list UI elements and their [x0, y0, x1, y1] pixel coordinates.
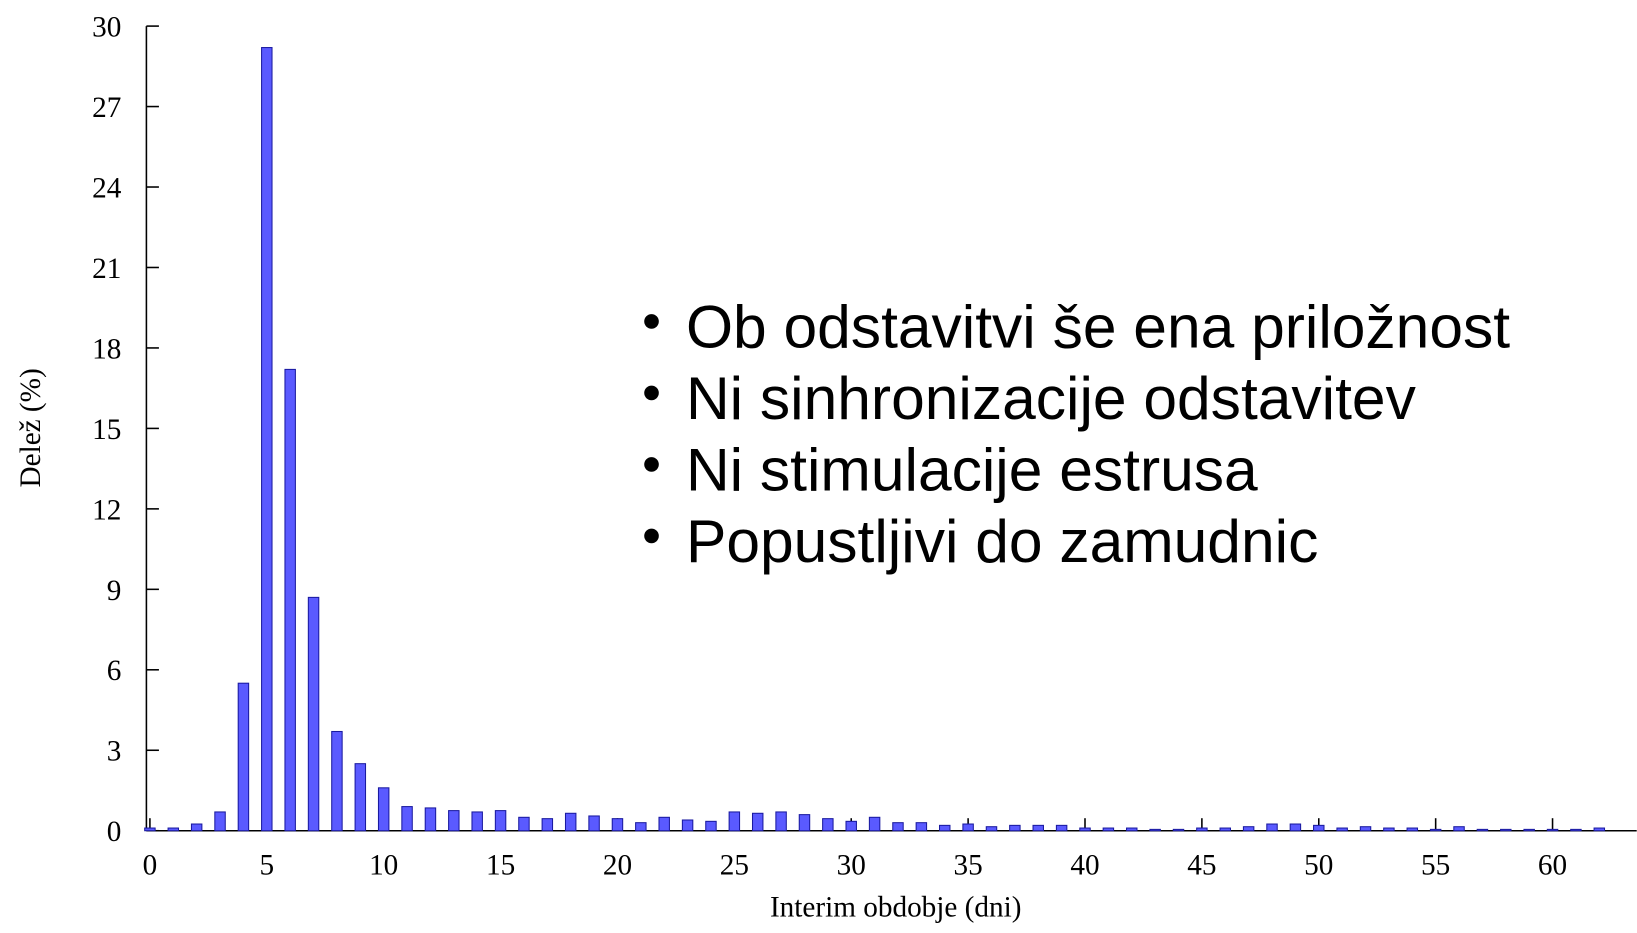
bar [167, 827, 180, 832]
bar [1126, 827, 1138, 832]
bar [424, 807, 437, 832]
bar [541, 818, 554, 832]
x-tick-label: 25 [720, 850, 749, 882]
bar [798, 814, 811, 832]
x-tick-label: 10 [369, 850, 398, 882]
bullet-dot [644, 457, 659, 472]
bar [892, 822, 904, 832]
bar [307, 596, 320, 832]
x-tick-label: 35 [954, 850, 983, 882]
bar [962, 823, 974, 832]
bar [915, 822, 928, 832]
bar [1593, 827, 1606, 832]
x-tick-label: 45 [1187, 850, 1216, 882]
bar [868, 816, 881, 832]
x-axis-label: Interim obdobje (dni) [770, 891, 1022, 923]
y-axis-label: Delež (%) [15, 368, 47, 487]
bar [1009, 824, 1021, 832]
bar [331, 730, 343, 832]
bar [1383, 827, 1395, 832]
bar [284, 368, 296, 832]
bar [1149, 828, 1161, 832]
bullet-dot [644, 314, 659, 329]
bar [144, 827, 156, 832]
y-tick-label: 6 [107, 655, 122, 687]
x-tick-label: 50 [1304, 850, 1333, 882]
bar [1453, 826, 1465, 832]
bullet-dot [644, 385, 659, 401]
bar [1055, 824, 1068, 832]
bullet-dot [644, 528, 659, 544]
y-tick-label: 21 [92, 253, 121, 285]
bar [1406, 827, 1419, 832]
bar [845, 820, 857, 832]
bar [448, 810, 460, 832]
bar [471, 811, 483, 832]
bar [1266, 823, 1278, 832]
bar [377, 787, 390, 832]
bullet-text: Popustljivi do zamudnic [686, 507, 1318, 575]
bullet-text: Ni stimulacije estrusa [686, 436, 1258, 504]
bar [261, 47, 273, 832]
bar [681, 819, 694, 832]
bar [1289, 823, 1302, 832]
y-tick-label: 12 [92, 494, 121, 526]
bar [1032, 824, 1044, 832]
bar [1102, 827, 1115, 832]
y-tick-label: 18 [92, 333, 121, 365]
x-tick-label: 60 [1538, 850, 1567, 882]
bar [1546, 828, 1559, 832]
bar [1196, 827, 1208, 832]
bar [1570, 828, 1582, 832]
bar [775, 811, 787, 832]
bar [1079, 827, 1091, 832]
bar [658, 816, 670, 832]
x-tick-label: 40 [1070, 850, 1099, 882]
bar [237, 682, 250, 832]
x-tick-label: 20 [603, 850, 632, 882]
y-tick-label: 24 [92, 172, 122, 204]
bar [588, 815, 600, 832]
y-tick-label: 15 [92, 414, 121, 446]
bar [1242, 826, 1255, 832]
bar [822, 818, 834, 832]
bar [751, 812, 764, 832]
bar [611, 818, 624, 832]
x-tick-label: 15 [486, 850, 515, 882]
bar [401, 806, 413, 832]
bullet-text: Ob odstavitvi še ena priložnost [686, 293, 1510, 361]
bar [1359, 826, 1372, 832]
y-tick-label: 9 [107, 575, 122, 607]
bar [635, 822, 647, 832]
y-tick-label: 3 [107, 736, 122, 768]
y-tick-label: 0 [107, 816, 122, 848]
bar [354, 763, 367, 832]
bar [1500, 828, 1512, 832]
bar [1523, 828, 1535, 832]
bar [494, 810, 507, 832]
bar [728, 811, 741, 832]
bullet-text: Ni sinhronizacije odstavitev [686, 364, 1417, 432]
bar [1172, 828, 1185, 832]
bar [1476, 828, 1489, 832]
bar [705, 820, 717, 832]
bar [190, 823, 203, 832]
bar [564, 812, 577, 832]
bar [1313, 824, 1325, 832]
bar [938, 824, 951, 832]
x-tick-label: 55 [1421, 850, 1450, 882]
bar [518, 816, 530, 832]
x-tick-label: 5 [259, 850, 274, 882]
x-tick-label: 30 [837, 850, 866, 882]
bar [1429, 828, 1442, 832]
bar [214, 811, 226, 832]
bar [1219, 827, 1232, 832]
bar [985, 826, 998, 832]
bar [1336, 827, 1348, 832]
x-tick-label: 0 [143, 850, 158, 882]
y-tick-label: 27 [92, 92, 121, 124]
y-tick-label: 30 [92, 12, 121, 44]
